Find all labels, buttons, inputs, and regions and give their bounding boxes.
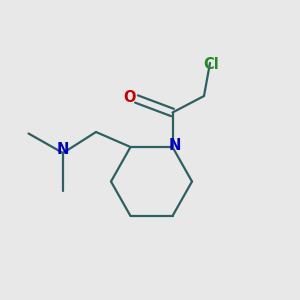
Text: N: N <box>169 138 181 153</box>
Text: N: N <box>57 142 69 158</box>
Text: Cl: Cl <box>204 57 219 72</box>
Text: O: O <box>123 90 135 105</box>
